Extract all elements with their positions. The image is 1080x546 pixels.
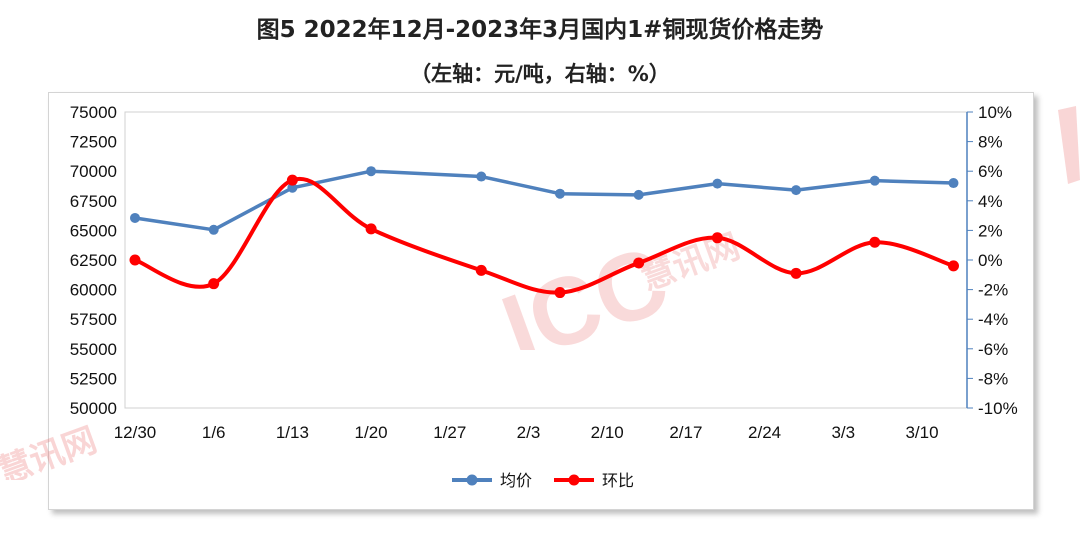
data-point-0 (633, 189, 644, 200)
data-point-1 (633, 257, 645, 269)
data-point-1 (475, 264, 487, 276)
data-point-0 (476, 171, 487, 182)
data-point-1 (208, 278, 220, 290)
left-tick-label: 55000 (70, 340, 117, 359)
legend-label: 均价 (500, 471, 532, 490)
data-point-1 (129, 254, 141, 266)
x-tick-label: 2/10 (591, 423, 624, 442)
x-axis: 12/30 1/6 1/13 1/20 1/27 2/3 2/10 2/17 2/24 3/3 3/… (114, 423, 939, 442)
data-point-0 (791, 185, 802, 196)
left-axis: 75000 72500 70000 67500 65000 62500 60000 57500… (70, 103, 117, 418)
legend-swatch-marker (568, 474, 580, 486)
data-point-0 (287, 182, 298, 193)
data-point-1 (790, 267, 802, 279)
data-point-1 (286, 174, 298, 186)
data-point-0 (554, 188, 565, 199)
left-tick-label: 75000 (70, 103, 117, 122)
left-tick-label: 57500 (70, 310, 117, 329)
x-tick-label: 12/30 (114, 423, 157, 442)
chart-title: 图5 2022年12月-2023年3月国内1#铜现货价格走势 (256, 17, 824, 43)
right-tick-label: -6% (978, 340, 1008, 359)
legend: 均价 环比 (452, 471, 634, 490)
data-point-1 (554, 287, 566, 299)
series-layer (129, 166, 959, 299)
x-tick-label: 2/3 (517, 423, 541, 442)
data-point-0 (130, 212, 140, 223)
left-tick-label: 62500 (70, 251, 117, 270)
right-tick-label: 6% (978, 162, 1003, 181)
chart-subtitle: （左轴：元/吨，右轴：%） (410, 62, 670, 86)
plot-area (124, 111, 968, 409)
x-tick-label: 3/10 (905, 423, 938, 442)
legend-label: 环比 (602, 471, 634, 490)
left-tick-label: 67500 (70, 192, 117, 211)
x-tick-label: 2/24 (748, 423, 781, 442)
legend-swatch-marker (466, 474, 478, 486)
right-tick-label: -2% (978, 281, 1008, 300)
data-point-1 (869, 236, 881, 248)
right-tick-label: 8% (978, 133, 1003, 152)
x-tick-label: 1/13 (276, 423, 309, 442)
data-point-0 (948, 178, 959, 189)
x-tick-label: 3/3 (831, 423, 855, 442)
right-axis: 10% 8% 6% 4% 2% 0% -2% -4% -6% -8% -10% (967, 103, 1018, 418)
data-point-0 (208, 224, 219, 235)
x-tick-label: 1/20 (355, 423, 388, 442)
data-point-1 (365, 223, 377, 235)
right-tick-label: 4% (978, 192, 1003, 211)
left-tick-label: 65000 (70, 221, 117, 240)
data-point-0 (366, 166, 377, 177)
data-point-1 (711, 232, 723, 244)
x-tick-label: 1/27 (433, 423, 466, 442)
right-tick-label: 10% (978, 103, 1012, 122)
data-point-0 (869, 175, 880, 186)
right-tick-label: -8% (978, 369, 1008, 388)
chart-frame (48, 92, 1034, 510)
right-tick-label: 0% (978, 251, 1003, 270)
x-tick-label: 2/17 (669, 423, 702, 442)
x-tick-label: 1/6 (202, 423, 226, 442)
right-tick-label: -10% (978, 399, 1018, 418)
data-point-1 (947, 260, 959, 272)
left-tick-label: 52500 (70, 369, 117, 388)
left-tick-label: 50000 (70, 399, 117, 418)
series-line-1 (133, 176, 956, 295)
right-tick-label: 2% (978, 221, 1003, 240)
left-tick-label: 72500 (70, 133, 117, 152)
right-tick-label: -4% (978, 310, 1008, 329)
left-tick-label: 60000 (70, 281, 117, 300)
data-point-0 (712, 178, 723, 189)
left-tick-label: 70000 (70, 162, 117, 181)
